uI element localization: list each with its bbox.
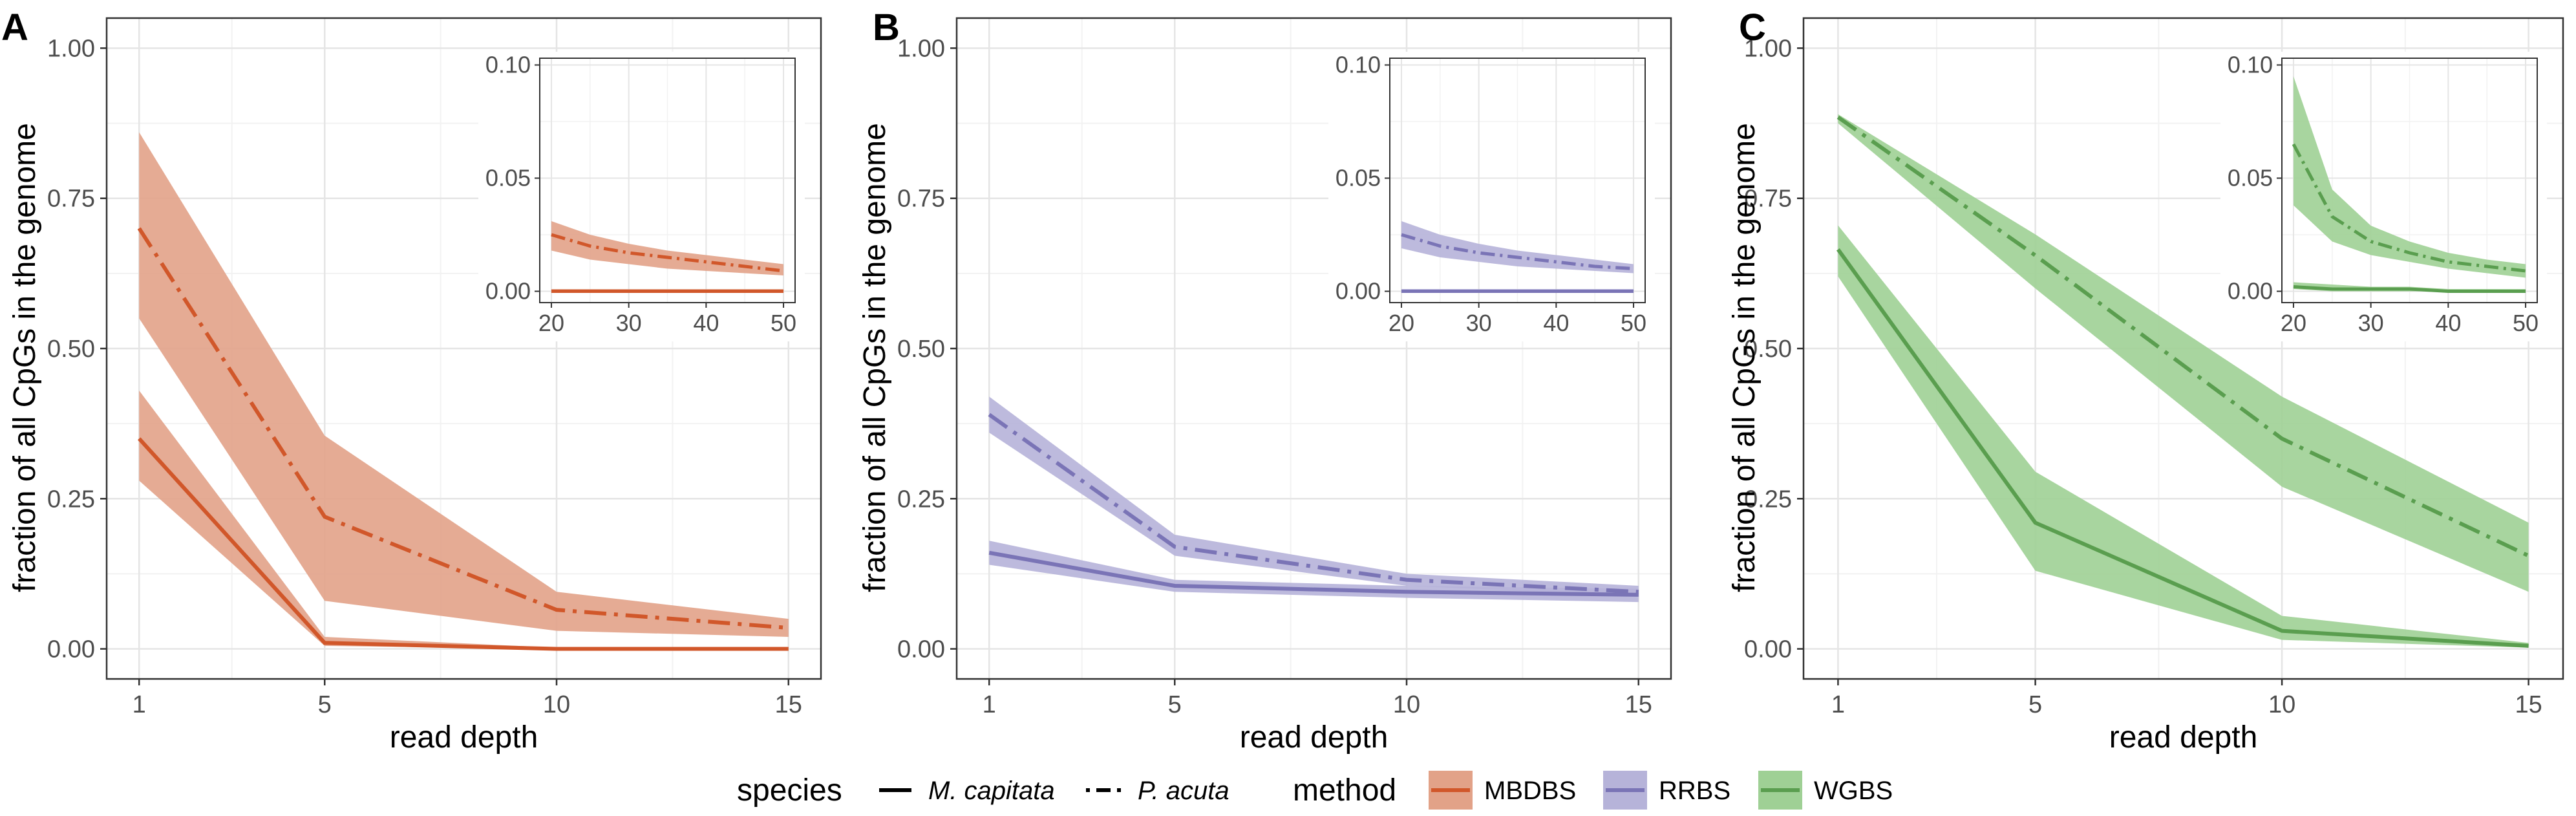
inset-y-tick-label: 0.10 [2228,52,2273,78]
inset-x-tick-label: 30 [1466,310,1492,336]
line-m-capitata [138,437,789,651]
inset-panel-a: 0.00 0.05 0.10 20 30 40 50 [478,52,805,341]
panel-letter: A [1,6,28,48]
inset-x-tick-label: 30 [2358,310,2384,336]
inset-ribbon-p-acuta [551,221,784,275]
line-m-capitata [1836,248,2529,648]
legend-label-mbdbs: MBDBS [1484,777,1576,805]
inset-x-tick-label: 20 [1389,310,1414,336]
inset-ribbon-p-acuta [1401,221,1634,274]
legend-method-title: method [1293,773,1396,808]
inset-x-tick-label: 20 [2281,310,2306,336]
legend: species M. capitata P. acuta method MBDBS RRB… [737,771,1893,810]
y-tick-label: 0.75 [1744,186,1792,213]
y-axis-title: fraction of all CpGs in the genome [858,123,892,592]
legend-species-title: species [737,773,842,808]
y-tick-label: 0.75 [47,186,95,213]
inset-x-tick-label: 40 [1543,310,1569,336]
inset-background [478,52,805,341]
y-axis-title: fraction of all CpGs in the genome [8,123,42,592]
inset-y-tick-label: 0.00 [1336,278,1381,305]
line-p-acuta [137,227,789,630]
x-tick-label: 15 [1625,691,1652,718]
x-tick-label: 5 [318,691,332,718]
y-tick-label: 0.25 [1744,486,1792,513]
y-axis-title: fraction of all CpGs in the genome [1727,123,1762,592]
ribbon-p-acuta [139,132,789,637]
inset-y-tick-label: 0.05 [1336,165,1381,191]
x-tick-label: 10 [2268,691,2295,718]
legend-label-wgbs: WGBS [1814,777,1893,805]
y-tick-label: 0.50 [47,336,95,363]
y-tick-label: 0.00 [1744,636,1792,663]
inset-panel-c: 0.00 0.05 0.10 20 30 40 50 [2220,52,2547,341]
legend-label-m-capitata: M. capitata [928,777,1055,805]
inset-border [1389,58,1646,303]
inset-y-tick-label: 0.00 [485,278,531,305]
y-tick-label: 1.00 [1744,35,1792,62]
inset-y-tick-label: 0.05 [485,165,531,191]
x-axis-title: read depth [1240,720,1389,755]
inset-x-tick-label: 50 [771,310,796,336]
x-tick-label: 15 [775,691,802,718]
y-tick-label: 1.00 [897,35,945,62]
y-tick-label: 0.00 [47,636,95,663]
x-tick-label: 10 [543,691,570,718]
inset-y-tick-label: 0.05 [2228,165,2273,191]
x-axis-title: read depth [390,720,538,755]
y-tick-label: 0.50 [1744,336,1792,363]
inset-border [2281,58,2538,303]
x-tick-label: 1 [1831,691,1845,718]
inset-y-tick-label: 0.10 [485,52,531,78]
inset-x-tick-label: 40 [693,310,719,336]
y-tick-label: 0.25 [897,486,945,513]
inset-line-p-acuta [1401,233,1634,270]
inset-y-tick-label: 0.10 [1336,52,1381,78]
inset-background [1328,52,1655,341]
y-tick-label: 0.75 [897,186,945,213]
panel-letter: B [873,6,900,48]
x-tick-label: 5 [1168,691,1182,718]
inset-line-m-capitata [2293,285,2526,293]
inset-x-tick-label: 50 [1621,310,1646,336]
line-p-acuta [988,413,1639,594]
inset-ribbon-p-acuta [2293,76,2526,278]
inset-x-tick-label: 40 [2435,310,2461,336]
line-m-capitata [988,550,1639,597]
y-tick-label: 1.00 [47,35,95,62]
x-tick-label: 1 [983,691,996,718]
x-tick-label: 10 [1393,691,1420,718]
legend-label-rrbs: RRBS [1659,777,1730,805]
y-tick-label: 0.50 [897,336,945,363]
x-tick-label: 5 [2028,691,2042,718]
y-tick-label: 0.00 [897,636,945,663]
inset-x-tick-label: 20 [538,310,564,336]
panel-letter: C [1739,6,1766,48]
inset-panel-b: 0.00 0.05 0.10 20 30 40 50 [1328,52,1655,341]
ribbon-m-capitata [989,541,1639,603]
x-tick-label: 1 [133,691,146,718]
inset-background [2220,52,2547,341]
inset-line-p-acuta [551,233,784,273]
inset-x-tick-label: 30 [616,310,642,336]
x-tick-label: 15 [2515,691,2542,718]
ribbon-p-acuta [989,396,1639,596]
ribbon-m-capitata [1838,225,2529,648]
y-tick-label: 0.25 [47,486,95,513]
inset-border [539,58,796,303]
legend-label-p-acuta: P. acuta [1138,777,1229,805]
x-axis-title: read depth [2109,720,2258,755]
inset-y-tick-label: 0.00 [2228,278,2273,305]
inset-line-p-acuta [2292,143,2526,273]
inset-x-tick-label: 50 [2513,310,2539,336]
